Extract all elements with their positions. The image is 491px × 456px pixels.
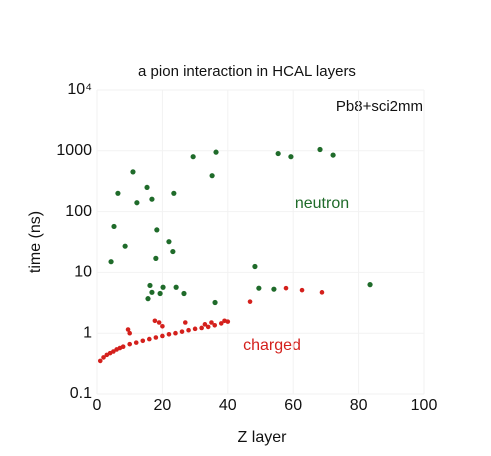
point: [153, 255, 159, 261]
point: [97, 358, 103, 364]
point: [247, 299, 253, 304]
point: [111, 223, 117, 230]
x-tick-label: 60: [284, 397, 302, 414]
x-tick-label: 20: [154, 397, 172, 414]
point: [252, 263, 258, 270]
point: [108, 259, 114, 265]
point: [140, 338, 146, 344]
point: [205, 324, 211, 330]
point: [213, 149, 219, 155]
point: [170, 248, 176, 255]
x-axis-label: Z layer: [238, 429, 288, 446]
point: [209, 320, 214, 325]
point: [166, 331, 172, 337]
point: [125, 327, 131, 332]
point: [222, 318, 227, 324]
point: [190, 154, 196, 160]
x-tick-label: 40: [219, 397, 237, 414]
point: [271, 286, 277, 292]
y-tick-label: 10: [74, 264, 92, 281]
point: [156, 320, 162, 325]
point: [209, 173, 215, 179]
point: [130, 169, 136, 175]
annotation: charged: [243, 337, 301, 354]
point: [166, 239, 172, 245]
point: [199, 325, 204, 331]
point: [152, 318, 158, 324]
point: [181, 290, 187, 297]
point: [212, 299, 218, 306]
point: [149, 289, 155, 295]
point: [202, 322, 208, 327]
point: [154, 227, 160, 233]
point: [127, 341, 132, 347]
point: [115, 190, 121, 196]
point: [256, 285, 262, 291]
x-tick-label: 0: [93, 397, 102, 414]
y-tick-label: 0.1: [70, 385, 92, 402]
point: [299, 287, 305, 293]
point: [144, 184, 150, 191]
point: [173, 330, 178, 336]
y-tick-label: 1000: [56, 142, 92, 159]
annotation: Pb8+sci2mm: [336, 98, 423, 115]
x-tick-label: 100: [411, 397, 438, 414]
point: [218, 321, 224, 326]
point: [157, 290, 163, 297]
y-tick-label: 1: [83, 324, 92, 341]
point: [160, 323, 165, 329]
point: [101, 355, 106, 360]
point: [153, 335, 159, 340]
point: [147, 282, 153, 289]
point: [160, 333, 165, 339]
point: [120, 344, 126, 349]
y-tick-label: 10⁴: [67, 81, 92, 98]
point: [171, 190, 177, 196]
point: [127, 330, 132, 336]
point: [149, 196, 155, 202]
point: [186, 327, 191, 333]
point: [317, 146, 323, 153]
point: [145, 296, 151, 302]
annotation: neutron: [295, 195, 349, 212]
point: [160, 284, 166, 290]
point: [133, 340, 139, 345]
point: [173, 284, 179, 290]
point: [319, 290, 325, 295]
point: [283, 285, 289, 291]
point: [134, 200, 140, 206]
point: [192, 326, 198, 332]
point: [182, 320, 188, 325]
point: [288, 154, 294, 160]
chart-title: a pion interaction in HCAL layers: [138, 63, 356, 80]
y-tick-label: 100: [65, 203, 92, 220]
x-tick-label: 80: [350, 397, 368, 414]
point: [122, 243, 128, 249]
y-axis-label: time (ns): [27, 211, 44, 273]
point: [330, 152, 336, 158]
point: [212, 322, 218, 328]
point: [179, 329, 185, 334]
point: [147, 336, 152, 342]
point: [367, 282, 373, 288]
point: [275, 150, 281, 157]
